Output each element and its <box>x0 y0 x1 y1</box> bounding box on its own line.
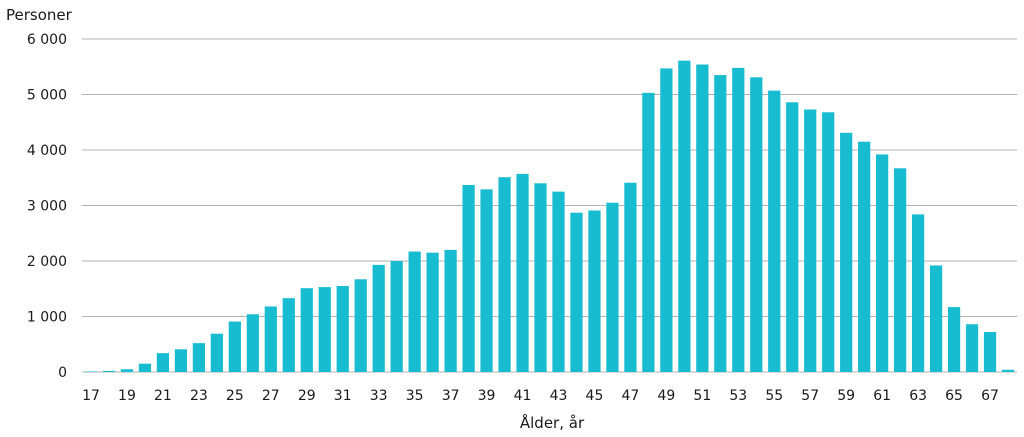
bar-age-47 <box>624 182 637 372</box>
bar-age-58 <box>822 112 835 372</box>
x-tick-label: 59 <box>837 388 855 404</box>
bar-age-51 <box>696 64 709 372</box>
bar-age-25 <box>228 321 241 372</box>
x-tick-label: 25 <box>226 388 244 404</box>
y-tick-label: 2 000 <box>27 254 67 270</box>
x-axis-title: Ålder, år <box>520 413 585 432</box>
bar-age-59 <box>840 132 853 372</box>
bar-age-61 <box>876 154 889 372</box>
bar-age-18 <box>102 370 116 372</box>
x-tick-label: 51 <box>693 388 711 404</box>
bar-age-65 <box>947 307 961 372</box>
bar-age-45 <box>588 210 601 372</box>
bar-age-28 <box>282 298 295 372</box>
bar-age-53 <box>732 67 745 373</box>
bar-age-23 <box>192 343 205 372</box>
x-tick-label: 53 <box>729 388 747 404</box>
bar-age-41 <box>516 173 529 372</box>
x-tick-label: 41 <box>514 388 532 404</box>
bar-age-56 <box>786 102 799 373</box>
bar-age-26 <box>246 314 259 372</box>
bar-age-24 <box>210 333 223 372</box>
bar-age-68 <box>1001 369 1015 372</box>
bar-age-37 <box>444 249 457 372</box>
bar-age-42 <box>534 183 547 372</box>
x-tick-label: 27 <box>262 388 280 404</box>
x-tick-label: 35 <box>406 388 424 404</box>
bar-age-49 <box>660 68 673 373</box>
x-axis-ticks: 17 19 21 23 25 27 29 31 33 35 37 39 41 43 45 47 49 51 53 55… <box>82 388 999 404</box>
x-tick-label: 43 <box>550 388 568 404</box>
x-tick-label: 55 <box>765 388 783 404</box>
bar-age-57 <box>804 109 817 373</box>
bar-age-19 <box>120 369 134 372</box>
bar-age-31 <box>336 285 349 372</box>
bar-age-29 <box>300 288 313 372</box>
y-axis-title: Personer <box>6 6 73 24</box>
gridlines <box>82 38 1017 373</box>
x-tick-label: 21 <box>154 388 172 404</box>
x-tick-label: 65 <box>945 388 963 404</box>
x-tick-label: 29 <box>298 388 316 404</box>
bar-age-22 <box>174 349 188 372</box>
bar-age-55 <box>768 90 781 373</box>
bar-age-50 <box>678 60 691 372</box>
bar-age-40 <box>498 177 511 372</box>
x-tick-label: 57 <box>801 388 819 404</box>
bar-age-46 <box>606 202 619 372</box>
bar-age-39 <box>480 189 493 372</box>
bar-age-44 <box>570 212 583 372</box>
bar-age-52 <box>714 75 727 372</box>
y-tick-label: 5 000 <box>27 88 67 104</box>
bar-age-35 <box>408 251 421 372</box>
bar-age-60 <box>858 141 871 372</box>
x-tick-label: 61 <box>873 388 891 404</box>
y-tick-label: 0 <box>58 365 67 381</box>
y-tick-label: 3 000 <box>27 199 67 215</box>
x-tick-label: 31 <box>334 388 352 404</box>
bar-age-67 <box>983 332 997 372</box>
bars <box>84 60 1015 373</box>
bar-age-64 <box>929 265 943 372</box>
bar-age-33 <box>372 264 385 372</box>
y-axis-ticks: 0 1 000 2 000 3 000 4 000 5 000 6 000 <box>27 32 67 381</box>
x-tick-label: 45 <box>586 388 604 404</box>
x-tick-label: 23 <box>190 388 208 404</box>
x-tick-label: 39 <box>478 388 496 404</box>
x-tick-label: 17 <box>82 388 100 404</box>
y-tick-label: 6 000 <box>27 32 67 48</box>
bar-age-20 <box>138 363 152 372</box>
bar-age-38 <box>462 184 475 372</box>
bar-age-54 <box>750 77 763 373</box>
bar-age-36 <box>426 252 439 372</box>
x-tick-label: 37 <box>442 388 460 404</box>
bar-age-27 <box>264 306 277 372</box>
bar-age-48 <box>642 92 655 372</box>
y-tick-label: 4 000 <box>27 143 67 159</box>
x-tick-label: 67 <box>981 388 999 404</box>
bar-age-63 <box>911 214 925 372</box>
bar-age-32 <box>354 279 367 372</box>
y-tick-label: 1 000 <box>27 310 67 326</box>
bar-age-62 <box>894 168 907 372</box>
bar-age-21 <box>156 353 170 372</box>
x-tick-label: 47 <box>621 388 639 404</box>
x-tick-label: 49 <box>657 388 675 404</box>
bar-age-17 <box>84 371 98 372</box>
x-tick-label: 63 <box>909 388 927 404</box>
x-tick-label: 33 <box>370 388 388 404</box>
x-tick-label: 19 <box>118 388 136 404</box>
bar-age-43 <box>552 191 565 373</box>
bar-age-34 <box>390 261 403 372</box>
bar-age-30 <box>318 287 331 372</box>
bar-age-66 <box>965 324 979 372</box>
